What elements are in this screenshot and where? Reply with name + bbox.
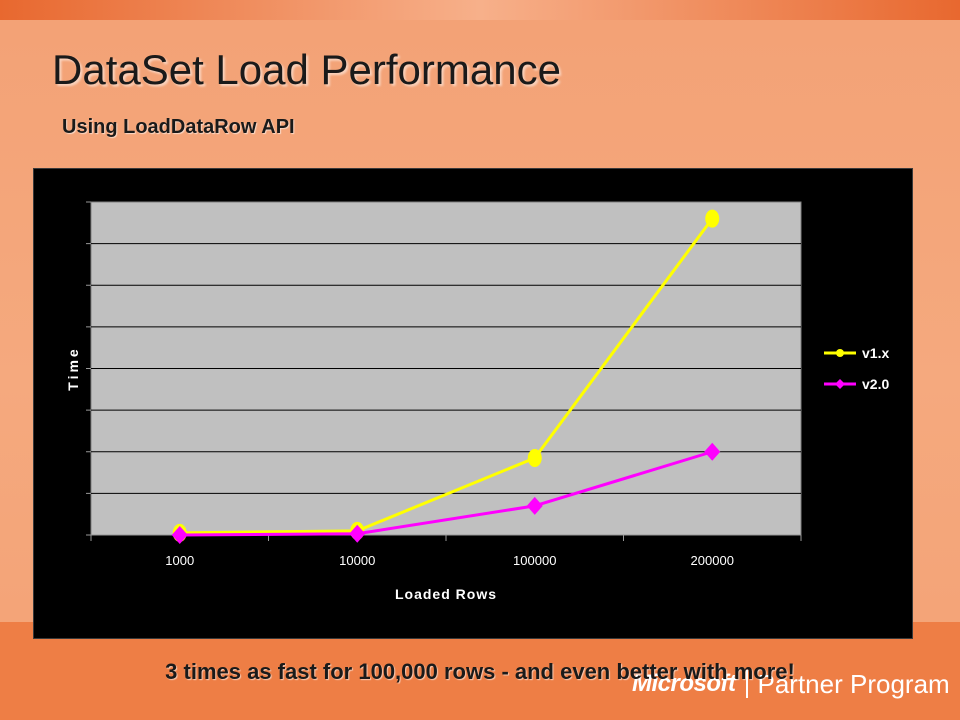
partner-program-label: Partner Program (757, 668, 950, 699)
legend-marker (835, 379, 845, 389)
x-tick-label: 200000 (691, 553, 734, 568)
data-point (349, 524, 366, 543)
y-axis-label: Time (65, 346, 81, 390)
x-axis-label: Loaded Rows (395, 586, 497, 602)
chart-frame: 1000 10000 100000 200000 Time Loaded Rows v… (33, 168, 913, 639)
partner-branding: Microsoft Partner Program (632, 664, 950, 704)
data-point (704, 442, 721, 461)
series-line (179, 217, 714, 535)
slide-title: DataSet Load Performance (52, 46, 561, 93)
slide-subtitle: Using LoadDataRow API (62, 116, 295, 138)
legend-item: v1.x (824, 345, 889, 361)
legend-label: v1.x (862, 345, 889, 361)
x-axis-ticks: 1000 10000 100000 200000 (90, 535, 802, 568)
series-line (179, 450, 713, 537)
legend-item: v2.0 (824, 376, 889, 392)
legend-marker (836, 349, 844, 357)
x-tick-label: 100000 (513, 553, 556, 568)
x-tick-label: 10000 (339, 553, 375, 568)
line-chart: 1000 10000 100000 200000 Time Loaded Rows v… (65, 201, 889, 602)
data-point (526, 496, 543, 515)
footer-caption: 3 times as fast for 100,000 rows - and e… (165, 659, 795, 684)
microsoft-logo: Microsoft (632, 670, 736, 697)
series-v2.0 (171, 442, 721, 544)
legend-label: v2.0 (862, 376, 889, 392)
data-point (527, 448, 542, 467)
x-tick-label: 1000 (165, 553, 194, 568)
legend: v1.x v2.0 (824, 345, 889, 392)
data-point (705, 209, 720, 228)
data-point (171, 526, 188, 544)
series-layer (171, 209, 721, 544)
brand-divider (745, 670, 748, 698)
top-accent-bar (0, 0, 960, 20)
